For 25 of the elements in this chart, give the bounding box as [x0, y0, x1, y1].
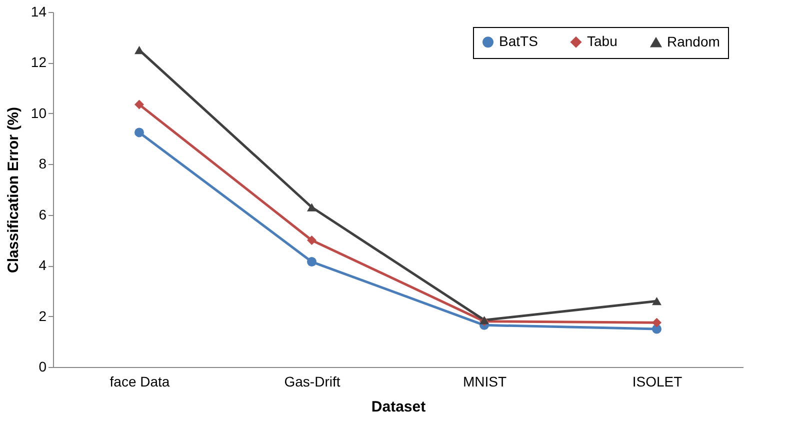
x-tick-label: MNIST	[462, 374, 507, 390]
legend-label: BatTS	[499, 33, 538, 50]
x-axis-title: Dataset	[371, 398, 426, 416]
point	[307, 235, 316, 245]
y-tick-label: 4	[38, 257, 47, 274]
point	[307, 257, 316, 266]
y-tick-label: 2	[38, 308, 47, 324]
point	[134, 46, 144, 54]
y-tick-label: 12	[30, 54, 47, 70]
legend-label: Tabu	[587, 33, 618, 50]
y-axis-title: Classification Error (%)	[4, 107, 22, 273]
legend-label: Random	[667, 33, 720, 50]
x-tick-label: Gas-Drift	[284, 374, 340, 390]
y-tick-label: 10	[30, 104, 47, 121]
y-tick-label: 0	[38, 358, 47, 374]
y-tick-label: 6	[38, 206, 47, 222]
point	[307, 203, 316, 212]
x-tick-label: face Data	[110, 374, 170, 390]
point	[134, 100, 144, 110]
x-tick-label: ISOLET	[632, 374, 683, 390]
y-tick-label: 8	[38, 156, 47, 172]
point	[134, 128, 144, 138]
point	[652, 318, 662, 328]
y-tick-label: 14	[30, 4, 47, 20]
point	[652, 296, 662, 306]
